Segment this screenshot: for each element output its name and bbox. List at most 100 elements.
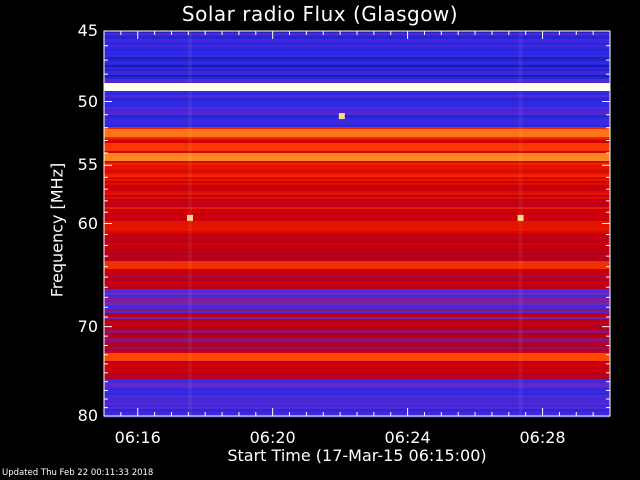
frequency-row: [104, 355, 610, 358]
frequency-row: [104, 357, 610, 360]
frequency-row: [104, 179, 610, 182]
frequency-row: [104, 247, 610, 250]
frequency-row: [104, 111, 610, 114]
frequency-row: [104, 103, 610, 106]
frequency-row: [104, 225, 610, 228]
frequency-row: [104, 321, 610, 324]
frequency-row: [104, 61, 610, 64]
frequency-row: [104, 339, 610, 342]
y-tick-label: 45: [77, 21, 98, 40]
frequency-row: [104, 183, 610, 186]
frequency-row: [104, 269, 610, 272]
frequency-row: [104, 163, 610, 166]
frequency-row: [104, 257, 610, 260]
frequency-row: [104, 177, 610, 180]
frequency-row: [104, 89, 610, 92]
frequency-row: [104, 297, 610, 300]
frequency-row: [104, 41, 610, 44]
frequency-row: [104, 199, 610, 202]
frequency-row: [104, 175, 610, 178]
spectrogram-heatmap: [104, 31, 610, 418]
frequency-row: [104, 117, 610, 120]
frequency-row: [104, 399, 610, 402]
frequency-row: [104, 157, 610, 160]
update-timestamp: Updated Thu Feb 22 00:11:33 2018: [2, 468, 154, 478]
frequency-row: [104, 73, 610, 76]
frequency-row: [104, 49, 610, 52]
frequency-row: [104, 63, 610, 66]
frequency-row: [104, 119, 610, 122]
frequency-row: [104, 249, 610, 252]
frequency-row: [104, 379, 610, 382]
frequency-row: [104, 285, 610, 288]
frequency-row: [104, 223, 610, 226]
y-tick-label: 50: [77, 91, 98, 111]
frequency-row: [104, 335, 610, 338]
frequency-row: [104, 51, 610, 54]
frequency-row: [104, 149, 610, 152]
frequency-row: [104, 165, 610, 168]
frequency-row: [104, 211, 610, 214]
frequency-row: [104, 341, 610, 344]
frequency-row: [104, 303, 610, 306]
frequency-row: [104, 405, 610, 408]
frequency-row: [104, 53, 610, 56]
frequency-row: [104, 185, 610, 188]
frequency-row: [104, 169, 610, 172]
frequency-row: [104, 153, 610, 156]
frequency-row: [104, 83, 610, 86]
frequency-row: [104, 263, 610, 266]
frequency-row: [104, 323, 610, 326]
frequency-row: [104, 241, 610, 244]
frequency-row: [104, 363, 610, 366]
frequency-row: [104, 347, 610, 350]
frequency-row: [104, 135, 610, 138]
x-tick-label: 06:20: [249, 428, 296, 447]
frequency-row: [104, 295, 610, 298]
frequency-row: [104, 55, 610, 58]
frequency-row: [104, 319, 610, 322]
frequency-row: [104, 93, 610, 96]
frequency-row: [104, 375, 610, 378]
frequency-row: [104, 105, 610, 108]
frequency-row: [104, 403, 610, 406]
frequency-row: [104, 281, 610, 284]
interference-column: [188, 31, 193, 416]
frequency-row: [104, 187, 610, 190]
frequency-row: [104, 217, 610, 220]
frequency-row: [104, 39, 610, 42]
frequency-row: [104, 373, 610, 376]
frequency-row: [104, 283, 610, 286]
frequency-row: [104, 87, 610, 90]
frequency-row: [104, 371, 610, 374]
frequency-row: [104, 395, 610, 398]
frequency-row: [104, 259, 610, 262]
x-tick-label: 06:16: [114, 428, 161, 447]
frequency-row: [104, 67, 610, 70]
frequency-row: [104, 145, 610, 148]
frequency-row: [104, 291, 610, 294]
frequency-row: [104, 233, 610, 236]
frequency-row: [104, 409, 610, 412]
frequency-row: [104, 43, 610, 46]
frequency-row: [104, 377, 610, 380]
y-tick-label: 60: [77, 213, 98, 233]
frequency-row: [104, 389, 610, 392]
frequency-row: [104, 209, 610, 212]
frequency-row: [104, 289, 610, 292]
chart-title: Solar radio Flux (Glasgow): [181, 2, 459, 26]
frequency-row: [104, 215, 610, 218]
y-tick-label: 80: [77, 406, 98, 425]
frequency-row: [104, 261, 610, 264]
frequency-row: [104, 159, 610, 162]
frequency-row: [104, 109, 610, 112]
frequency-row: [104, 75, 610, 78]
frequency-row: [104, 91, 610, 94]
frequency-row: [104, 275, 610, 278]
frequency-row: [104, 237, 610, 240]
frequency-row: [104, 311, 610, 314]
frequency-row: [104, 189, 610, 192]
frequency-row: [104, 79, 610, 82]
frequency-row: [104, 69, 610, 72]
